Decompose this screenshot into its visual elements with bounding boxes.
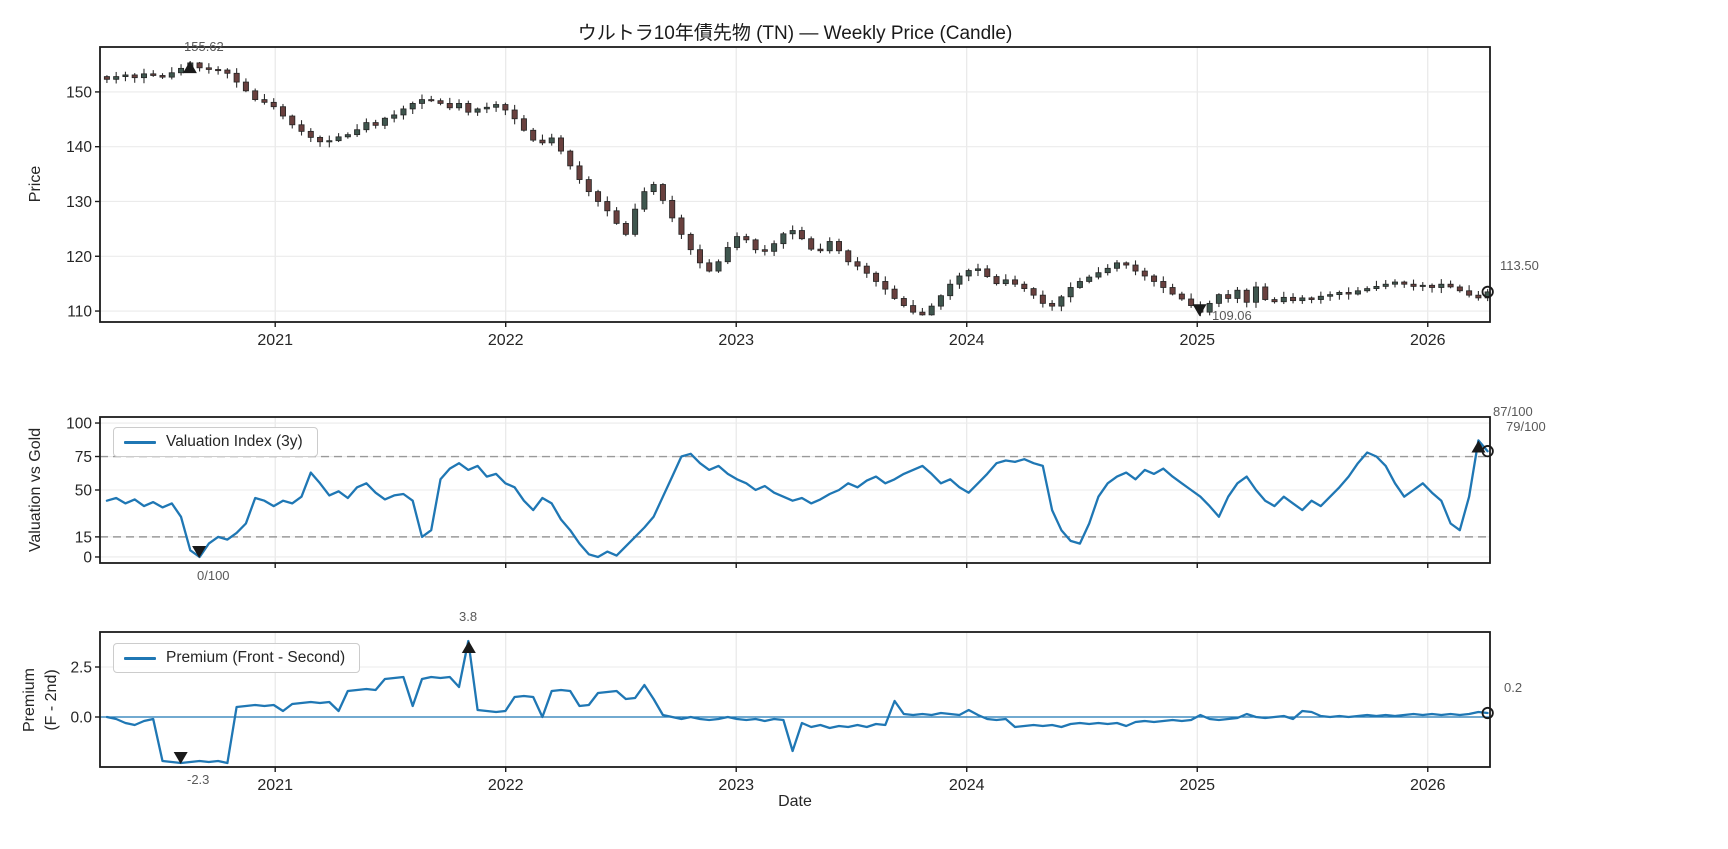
svg-text:100: 100	[66, 416, 92, 433]
valuation-max-annotation: 87/100	[1493, 404, 1533, 419]
svg-text:2021: 2021	[257, 777, 293, 794]
svg-text:120: 120	[66, 249, 92, 266]
premium-max-annotation: 3.8	[459, 609, 478, 624]
price-last-annotation: 113.50	[1500, 258, 1539, 273]
svg-text:130: 130	[66, 194, 92, 211]
premium-y-axis-label-line2: (F - 2nd)	[43, 669, 60, 731]
valuation-line	[105, 439, 1489, 559]
valuation-markers	[192, 440, 1494, 558]
valuation-panel: 0 15 50 75 100	[66, 416, 1494, 568]
svg-text:0.0: 0.0	[70, 710, 92, 727]
svg-text:2024: 2024	[949, 332, 985, 349]
premium-panel: 0.0 2.5 2021 2022 2023 2024 2025 2026	[70, 631, 1494, 794]
premium-last-annotation: 0.2	[1504, 680, 1523, 695]
chart-title: ウルトラ10年債先物 (TN) — Weekly Price (Candle)	[577, 23, 1013, 44]
valuation-y-axis-label: Valuation vs Gold	[27, 427, 44, 553]
svg-text:15: 15	[75, 529, 92, 546]
price-min-annotation: 109.06	[1212, 308, 1252, 323]
svg-text:2.5: 2.5	[70, 660, 92, 677]
valuation-legend-label: Valuation Index (3y)	[166, 433, 303, 450]
x-axis-label: Date	[778, 793, 812, 810]
premium-min-annotation: -2.3	[187, 772, 210, 787]
valuation-last-annotation: 79/100	[1506, 419, 1546, 434]
svg-text:2021: 2021	[257, 332, 293, 349]
svg-text:110: 110	[67, 304, 92, 321]
premium-markers	[173, 641, 1494, 764]
price-panel: 110 120 130 140 150 2021 2022 2023 2024 2025 2026	[66, 46, 1494, 349]
svg-text:150: 150	[66, 84, 92, 101]
legend-line-sample	[124, 440, 156, 444]
svg-text:2023: 2023	[718, 777, 754, 794]
svg-text:75: 75	[75, 449, 92, 466]
valuation-legend: Valuation Index (3y)	[113, 427, 318, 457]
svg-text:2025: 2025	[1179, 777, 1215, 794]
candles	[103, 61, 1491, 317]
premium-legend: Premium (Front - Second)	[113, 643, 361, 673]
premium-legend-label: Premium (Front - Second)	[166, 649, 346, 666]
price-max-annotation: 155.62	[184, 39, 224, 54]
svg-text:2024: 2024	[949, 777, 985, 794]
premium-line	[105, 639, 1489, 765]
svg-text:50: 50	[75, 483, 93, 500]
svg-text:0: 0	[83, 549, 92, 566]
svg-text:2026: 2026	[1410, 332, 1446, 349]
valuation-min-annotation: 0/100	[197, 568, 230, 583]
legend-line-sample	[124, 656, 156, 660]
svg-text:2026: 2026	[1410, 777, 1446, 794]
svg-text:2023: 2023	[718, 332, 754, 349]
svg-text:2025: 2025	[1179, 332, 1215, 349]
price-markers	[182, 61, 1494, 317]
svg-text:2022: 2022	[488, 332, 524, 349]
price-y-axis-label: Price	[27, 165, 44, 203]
svg-text:2022: 2022	[488, 777, 524, 794]
svg-text:140: 140	[66, 139, 92, 156]
premium-y-axis-label-line1: Premium	[21, 667, 38, 733]
